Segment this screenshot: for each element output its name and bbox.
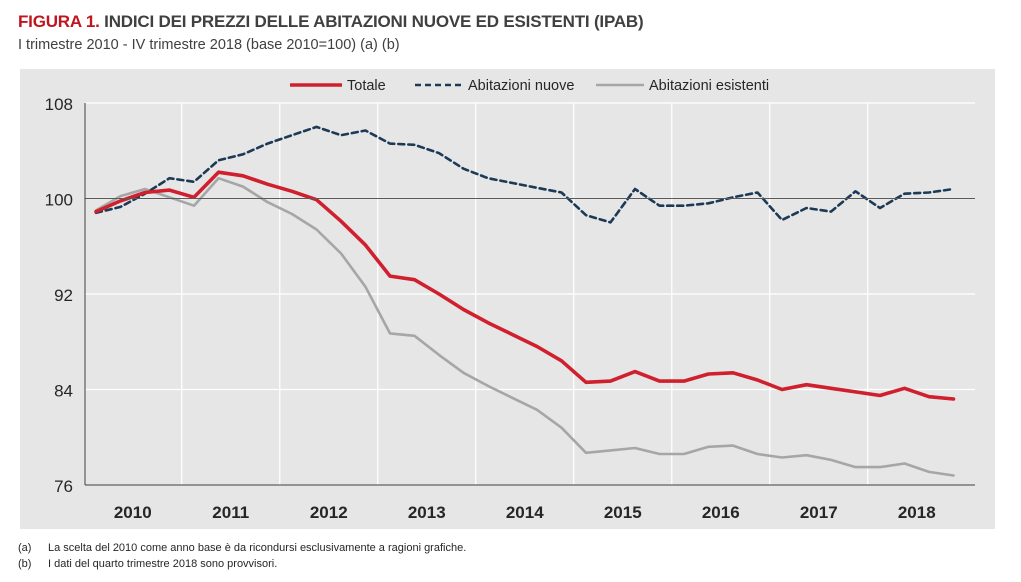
series-line-totale (94, 170, 956, 401)
series-line-nuove (94, 125, 955, 224)
x-tick-label: 2015 (604, 503, 642, 522)
x-tick-label: 2013 (408, 503, 446, 522)
series-layer (94, 125, 956, 477)
footnote-b-text: I dati del quarto trimestre 2018 sono pr… (48, 558, 278, 570)
footnote-b-mark: (b) (18, 558, 32, 570)
axis-layer: 76 84 92 100 108 2010 2011 2012 2013 2014 2015 2016… (45, 95, 975, 522)
legend-label-nuove: Abitazioni nuove (468, 78, 574, 94)
figure-subtitle: I trimestre 2010 - IV trimestre 2018 (ba… (18, 37, 400, 53)
figure-label: FIGURA 1. (18, 12, 100, 31)
figure-title-text: INDICI DEI PREZZI DELLE ABITAZIONI NUOVE… (104, 12, 644, 31)
x-tick-label: 2010 (114, 503, 152, 522)
legend: Totale Abitazioni nuove Abitazioni esisten… (290, 78, 769, 94)
y-tick-label: 108 (45, 95, 73, 114)
x-tick-label: 2016 (702, 503, 740, 522)
figure-title: FIGURA 1. INDICI DEI PREZZI DELLE ABITAZ… (18, 12, 644, 32)
x-tick-label: 2014 (506, 503, 544, 522)
y-tick-label: 100 (45, 191, 73, 210)
legend-label-esistenti: Abitazioni esistenti (649, 78, 769, 94)
y-tick-label: 76 (54, 477, 73, 496)
series-line-esistenti (94, 176, 955, 477)
x-tick-label: 2017 (800, 503, 838, 522)
chart-panel: 76 84 92 100 108 2010 2011 2012 2013 2014 2015 2016… (20, 69, 995, 529)
legend-label-totale: Totale (347, 78, 386, 94)
line-chart: 76 84 92 100 108 2010 2011 2012 2013 2014 2015 2016… (45, 78, 975, 522)
footnote-a-mark: (a) (18, 542, 32, 554)
x-tick-label: 2018 (898, 503, 936, 522)
x-tick-label: 2012 (310, 503, 348, 522)
y-tick-label: 84 (54, 382, 73, 401)
x-tick-label: 2011 (212, 503, 249, 522)
y-tick-label: 92 (54, 286, 73, 305)
footnote-a-text: La scelta del 2010 come anno base è da r… (48, 542, 467, 554)
